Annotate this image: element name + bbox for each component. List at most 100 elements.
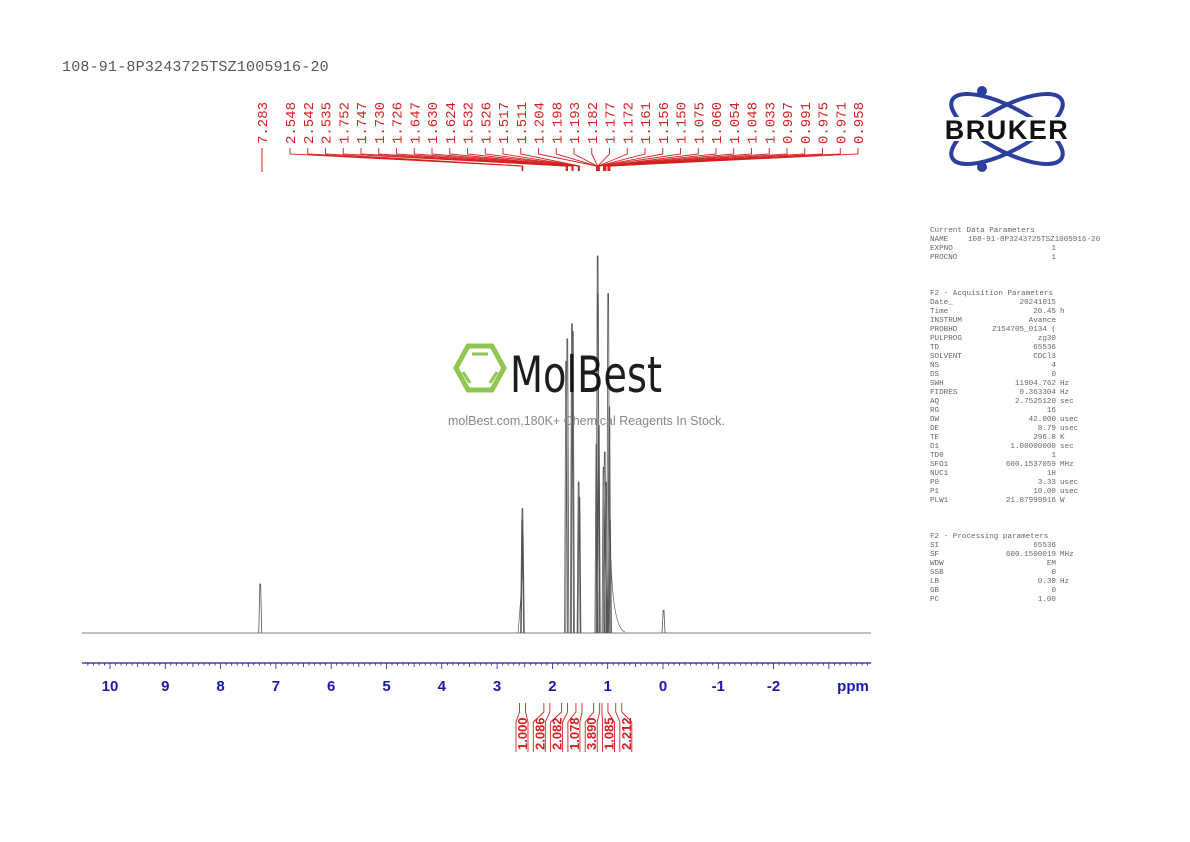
param-row: DE 8.79 usec [930,425,1079,433]
peak-label: 2.548 [284,102,300,144]
spectrum-trace [82,255,871,634]
bruker-logo: BRUKER [927,86,1087,172]
param-row: AQ 2.7525120 sec [930,398,1074,406]
peak-label: 0.991 [799,102,815,144]
integral-value: 1.078 [567,717,582,750]
molbest-watermark: MolBest [453,343,662,404]
params-section-title: F2 - Acquisition Parameters [930,290,1054,298]
ppm-axis: 10 9 8 7 6 5 4 3 2 1 0 -1 -2 ppm [82,662,871,695]
axis-unit-label: ppm [837,678,869,695]
molbest-wordmark: MolBest [510,346,662,404]
axis-tick-label: 7 [272,678,280,695]
peak-label: 1.075 [692,102,708,144]
param-row: P1 10.00 usec [930,488,1079,496]
integral-value: 2.086 [532,717,547,750]
param-row: NS 4 [930,362,1056,370]
peak-label: 1.198 [550,102,566,144]
peak-label: 1.193 [568,102,584,144]
param-row: TE 296.8 K [930,434,1065,442]
peak-label: 1.150 [675,102,691,144]
peak-label: 1.747 [355,102,371,144]
integral-value: 2.212 [619,717,634,750]
peak-label: 1.517 [497,102,513,144]
peak-label: 1.182 [586,102,602,144]
peak-label: 1.161 [639,102,655,144]
peak-label: 7.283 [256,102,272,144]
param-row: SSB 0 [930,569,1056,577]
peak-label: 1.177 [604,102,620,144]
param-row: GB 0 [930,587,1056,595]
parameters-panel: Current Data Parameters NAME 108-91-8P3243… [930,209,1104,623]
param-row: SFO1 600.1537059 MHz [930,461,1074,469]
integral-value: 3.890 [584,717,599,750]
peak-label: 1.156 [657,102,673,144]
param-row: TD 65536 [930,344,1056,352]
param-row: NAME 108-91-8P3243725TSZ1005916-20 [930,236,1101,244]
param-row: PROBHD Z154705_0134 ( [930,326,1056,334]
params-section-title: Current Data Parameters [930,227,1035,235]
param-row: SF 600.1500019 MHz [930,551,1074,559]
axis-tick-label: 6 [327,678,335,695]
param-row: SWH 11904.762 Hz [930,380,1070,388]
param-row: SOLVENT CDCl3 [930,353,1056,361]
bruker-wordmark: BRUKER [945,115,1070,145]
param-row: FIDRES 0.363304 Hz [930,389,1070,397]
axis-tick-label: 4 [438,678,447,695]
peak-label: 1.060 [710,102,726,144]
param-row: INSTRUM Avance [930,317,1056,325]
peak-label: 1.752 [337,102,353,144]
axis-tick-label: 0 [659,678,667,695]
peak-label: 1.033 [763,102,779,144]
param-row: Date_ 20241015 [930,299,1056,307]
param-row: PROCNO 1 [930,254,1056,262]
axis-tick-label: 3 [493,678,501,695]
axis-tick-label: 2 [548,678,556,695]
param-row: Time 20.45 h [930,308,1065,316]
peak-label: 1.630 [426,102,442,144]
axis-tick-label: -1 [712,678,725,695]
peak-label: 1.511 [515,102,531,144]
param-row: PULPROG zg30 [930,335,1056,343]
peak-label: 0.971 [834,102,850,144]
sample-title: 108-91-8P3243725TSZ1005916-20 [62,59,329,76]
peak-label: 1.730 [373,102,389,144]
param-row: TD0 1 [930,452,1056,460]
axis-tick-label: 10 [102,678,119,695]
processing-params: F2 - Processing parameters SI 65536 SF 600.1… [930,533,1104,605]
peak-label: 1.172 [621,102,637,144]
param-row: P0 3.33 usec [930,479,1079,487]
axis-tick-label: -2 [767,678,780,695]
peak-label: 0.997 [781,102,797,144]
peak-label: 1.647 [408,102,424,144]
peak-label: 0.958 [852,102,868,144]
param-row: SI 65536 [930,542,1056,550]
param-row: NUC1 1H [930,470,1056,478]
integral-value: 2.082 [550,717,565,750]
param-row: PLW1 21.87999916 W [930,497,1065,505]
peak-label: 1.726 [391,102,407,144]
peak-label: 0.975 [817,102,833,144]
acquisition-params: F2 - Acquisition Parameters Date_ 20241015… [930,290,1104,506]
integral-value: 1.085 [602,717,617,750]
param-row: EXPNO 1 [930,245,1056,253]
param-row: DW 42.000 usec [930,416,1079,424]
param-row: RG 16 [930,407,1056,415]
param-row: D1 1.00000000 sec [930,443,1074,451]
axis-tick-label: 8 [216,678,224,695]
peak-label: 2.542 [302,102,318,144]
peak-label-group: 7.283 2.548 2.542 2.535 1.752 1.747 1.730 1.726… [256,102,868,172]
param-row: LB 0.30 Hz [930,578,1070,586]
peak-label: 2.535 [320,102,336,144]
peak-label: 1.054 [728,102,744,144]
current-params: Current Data Parameters NAME 108-91-8P3243… [930,227,1104,263]
peak-label: 1.204 [533,102,549,144]
peak-label: 1.048 [746,102,762,144]
params-section-title: F2 - Processing parameters [930,533,1049,541]
axis-tick-label: 5 [382,678,390,695]
param-row: WDW EM [930,560,1056,568]
param-row: DS 0 [930,371,1056,379]
peak-label: 1.624 [444,102,460,144]
axis-tick-label: 1 [604,678,612,695]
integral-value: 1.000 [515,717,530,750]
